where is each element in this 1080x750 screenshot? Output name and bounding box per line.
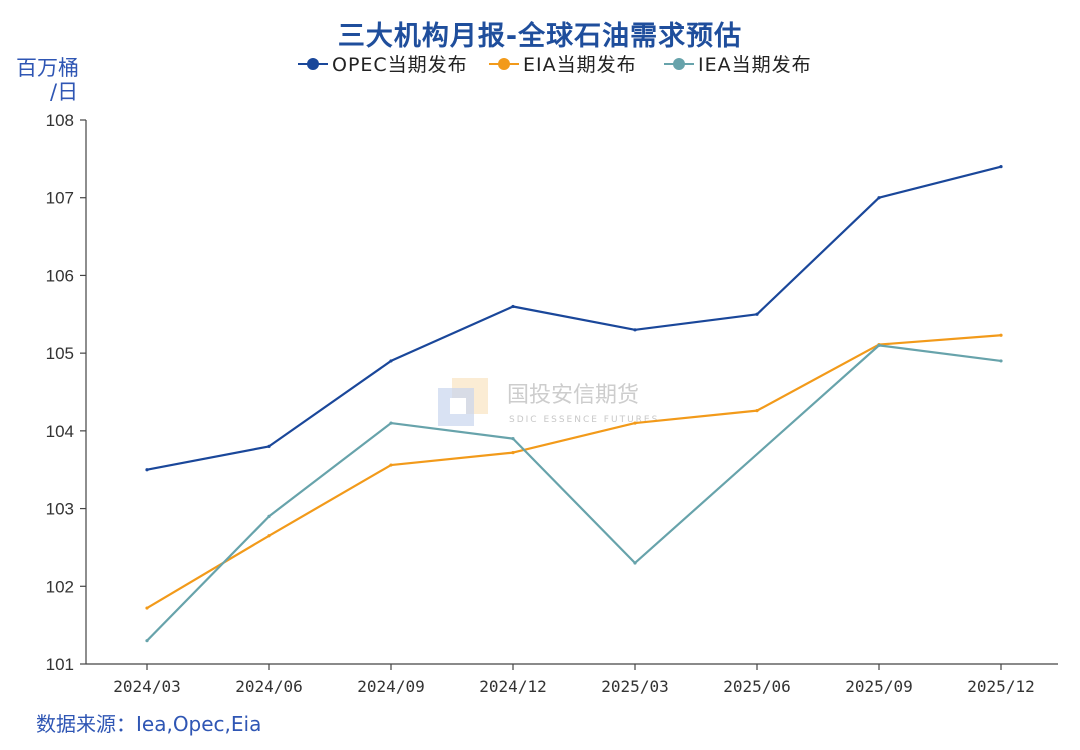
data-point xyxy=(389,463,393,467)
series-line-EIA当期发布 xyxy=(146,334,1002,609)
y-unit-line2: /日 xyxy=(50,80,79,104)
x-tick-label: 2025/03 xyxy=(601,677,668,696)
data-point xyxy=(145,468,149,472)
y-tick-label: 102 xyxy=(46,577,74,596)
data-point xyxy=(755,409,759,413)
data-point xyxy=(145,639,149,643)
data-point xyxy=(999,359,1003,363)
x-tick-label: 2025/12 xyxy=(967,677,1034,696)
data-point xyxy=(755,312,759,316)
data-point xyxy=(145,606,149,610)
data-point xyxy=(633,561,637,565)
data-point xyxy=(267,444,271,448)
watermark: 国投安信期货 SDIC ESSENCE FUTURES xyxy=(438,378,659,426)
y-tick-label: 105 xyxy=(46,344,74,363)
watermark-text-cn: 国投安信期货 xyxy=(507,383,639,408)
x-tick-label: 2025/06 xyxy=(723,677,790,696)
series-group xyxy=(145,165,1003,643)
y-tick-label: 107 xyxy=(46,189,74,208)
data-point xyxy=(267,514,271,518)
chart-title: 三大机构月报-全球石油需求预估 xyxy=(337,21,743,52)
x-tick-label: 2025/09 xyxy=(845,677,912,696)
data-point xyxy=(633,328,637,332)
legend-label: IEA当期发布 xyxy=(698,54,812,76)
y-tick-label: 103 xyxy=(46,500,74,519)
data-point xyxy=(999,333,1003,337)
legend-label: EIA当期发布 xyxy=(523,54,637,76)
y-tick-label: 106 xyxy=(46,266,74,285)
y-axis-unit-label: 百万桶 /日 xyxy=(16,56,79,104)
data-point xyxy=(999,165,1003,169)
data-source-note: 数据来源：Iea,Opec,Eia xyxy=(36,712,262,736)
data-point xyxy=(633,421,637,425)
data-point xyxy=(267,534,271,538)
legend-swatch-marker xyxy=(498,58,510,70)
y-unit-line1: 百万桶 xyxy=(16,56,79,80)
data-point xyxy=(511,451,515,455)
legend-swatch-marker xyxy=(673,58,685,70)
x-tick-label: 2024/09 xyxy=(357,677,424,696)
data-point xyxy=(511,437,515,441)
y-tick-label: 104 xyxy=(46,422,74,441)
axes: 101 102 103 104 105 106 107 108 2024/03 2024/06 20… xyxy=(46,111,1058,696)
x-tick-label: 2024/06 xyxy=(235,677,302,696)
series-line-OPEC当期发布 xyxy=(146,165,1002,471)
legend: OPEC当期发布 EIA当期发布 IEA当期发布 xyxy=(298,54,812,76)
y-tick-label: 101 xyxy=(46,655,74,674)
data-point xyxy=(389,421,393,425)
data-point xyxy=(389,359,393,363)
watermark-text-en: SDIC ESSENCE FUTURES xyxy=(509,415,659,425)
legend-swatch-marker xyxy=(307,58,319,70)
watermark-logo-block-white xyxy=(450,398,466,414)
legend-label: OPEC当期发布 xyxy=(332,54,468,76)
y-tick-label: 108 xyxy=(46,111,74,130)
data-point xyxy=(877,343,881,347)
data-point xyxy=(877,196,881,200)
data-point xyxy=(511,304,515,309)
x-tick-label: 2024/12 xyxy=(479,677,546,696)
x-tick-label: 2024/03 xyxy=(113,677,180,696)
